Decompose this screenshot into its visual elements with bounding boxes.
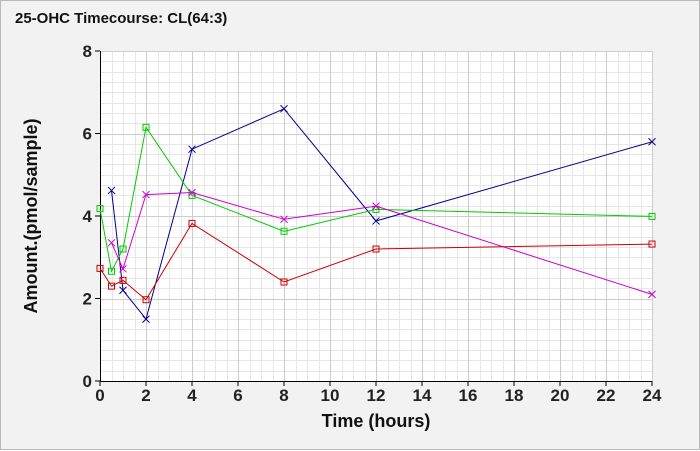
series-1 [107,104,656,323]
series-2 [96,123,656,275]
data-point [280,227,288,235]
data-point [107,238,116,247]
x-tick-label: 18 [505,386,524,405]
data-point [280,104,288,113]
x-tick-label: 22 [597,386,616,405]
y-tick-label: 8 [83,42,92,61]
data-point [372,245,380,253]
data-point [108,267,115,275]
chart-title: 25-OHC Timecourse: CL(64:3) [15,10,228,27]
data-point [648,212,656,220]
x-tick-label: 14 [413,386,432,405]
data-point [142,296,150,304]
data-point [142,190,150,199]
y-tick-label: 4 [83,207,93,226]
y-tick-label: 0 [83,372,92,391]
data-point [119,286,127,295]
data-point [142,123,150,131]
data-point [372,217,380,225]
data-point [142,315,150,323]
x-tick-label: 10 [321,386,340,405]
data-point [96,264,104,272]
x-tick-label: 0 [95,386,104,405]
data-point [188,188,196,197]
data-point [188,219,196,227]
data-point [119,276,127,284]
data-point [648,240,656,248]
data-point [188,145,196,154]
x-tick-label: 12 [367,386,386,405]
series-line [99,126,653,273]
data-point [280,215,288,224]
data-point [96,205,104,213]
series-3 [107,188,656,299]
data-point [119,264,127,273]
series-line [99,222,653,301]
x-tick-label: 6 [233,386,242,405]
x-tick-label: 8 [279,386,288,405]
data-point [648,137,656,146]
x-tick-label: 24 [643,386,662,405]
data-point [280,278,288,286]
data-point [107,186,116,195]
y-tick-label: 2 [83,290,92,309]
x-axis-title: Time (hours) [322,411,431,431]
x-tick-label: 16 [459,386,478,405]
series-4 [96,219,656,304]
data-point [119,245,127,253]
y-axis-title: Amount.(pmol/sample) [21,118,41,313]
data-point [372,202,380,210]
x-tick-label: 4 [187,386,197,405]
y-tick-label: 6 [83,125,92,144]
data-point [648,290,656,299]
x-tick-label: 20 [551,386,570,405]
x-tick-label: 2 [141,386,150,405]
data-point [108,282,115,290]
